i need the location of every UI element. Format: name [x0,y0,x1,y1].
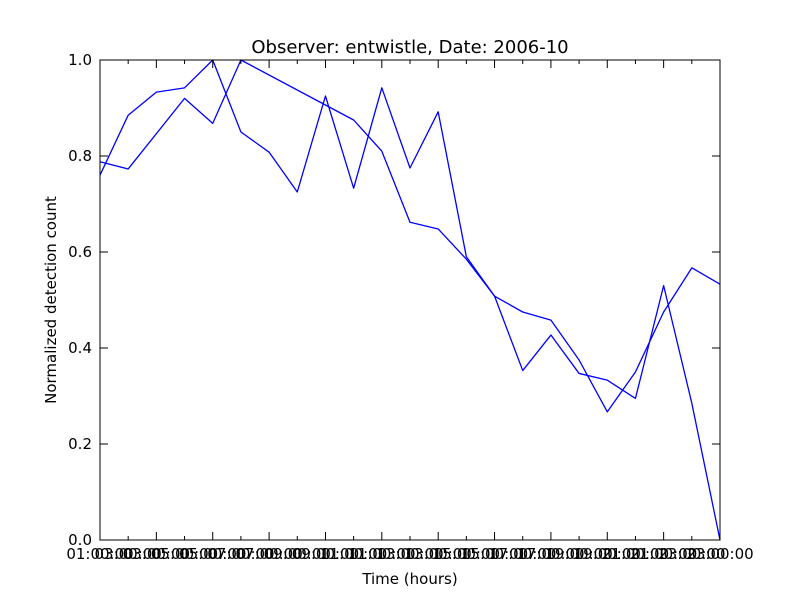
x-tick-label: 21:00:00 [602,545,669,563]
y-axis: 0.0 0.2 0.4 0.6 0.8 1.0 [68,51,720,549]
series-layer [99,59,721,541]
x-tick-label: 11:00:00 [348,545,415,563]
x-tick-label: 07:00:00 [207,545,274,563]
x-tick-label: 17:00:00 [517,545,584,563]
x-tick-label: 23:00:00 [686,545,753,563]
x-axis: 03:00:0005:00:0007:00:0009:00:0011:00:00… [66,60,754,563]
x-tick-label: 01:00:00 [66,545,133,563]
x-tick-label: 15:00:00 [461,545,528,563]
x-tick-label: 13:00:00 [376,545,443,563]
y-tick-label: 0.2 [68,435,92,453]
x-tick-label: 05:00:00 [179,545,246,563]
y-tick-label: 1.0 [68,51,92,69]
x-tick-label: 03:00:00 [94,545,161,563]
series-line-1 [99,59,721,413]
x-tick-label: 21:00:00 [630,545,697,563]
y-axis-label: Normalized detection count [42,196,60,404]
x-tick-label: 17:00:00 [489,545,556,563]
x-tick-label: 23:00:00 [658,545,725,563]
x-tick-label: 19:00:00 [574,545,641,563]
x-tick-label: 03:00:00 [123,545,190,563]
y-tick-label: 0.8 [68,147,92,165]
y-tick-label: 0.4 [68,339,92,357]
chart-title: Observer: entwistle, Date: 2006-10 [251,37,568,58]
x-tick-label: 13:00:00 [404,545,471,563]
x-axis-label: Time (hours) [361,570,457,588]
x-tick-label: 15:00:00 [433,545,500,563]
y-tick-label: 0.6 [68,243,92,261]
plot-frame [99,59,721,541]
x-tick-label: 19:00:00 [545,545,612,563]
x-tick-label: 05:00:00 [151,545,218,563]
x-tick-label: 09:00:00 [264,545,331,563]
x-tick-label: 11:00:00 [320,545,387,563]
x-tick-label: 09:00:00 [292,545,359,563]
y-tick-label: 0.0 [68,531,92,549]
series-line-2 [99,59,721,541]
x-tick-label: 07:00:00 [235,545,302,563]
